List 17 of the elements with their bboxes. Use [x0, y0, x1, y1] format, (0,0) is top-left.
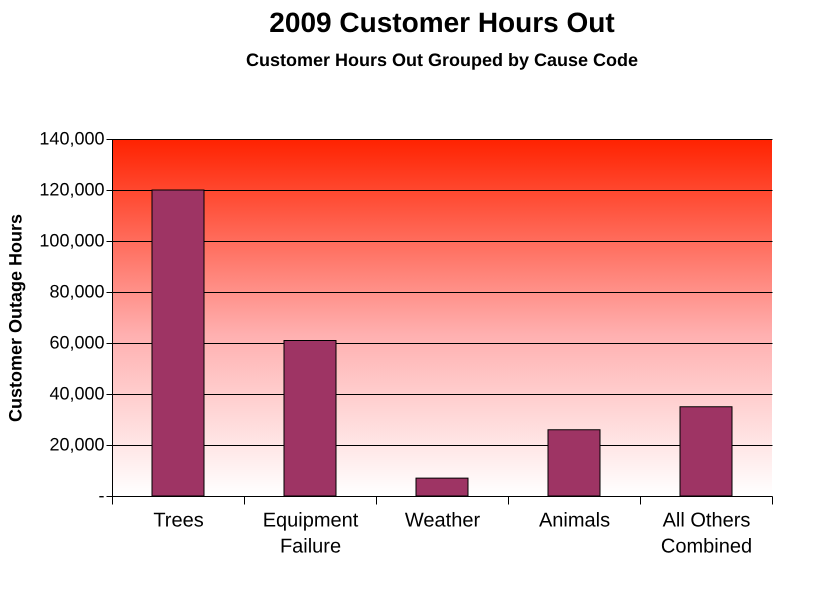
- chart-subtitle: Customer Hours Out Grouped by Cause Code: [246, 50, 638, 70]
- y-tick-label: 100,000: [39, 230, 104, 250]
- y-tick-label: 120,000: [39, 180, 104, 200]
- y-tick-label: -: [98, 486, 104, 506]
- y-tick-label: 20,000: [49, 434, 104, 454]
- x-tick-label: All Others Combined: [660, 510, 752, 558]
- y-tick-label: 80,000: [49, 282, 104, 302]
- x-tick-label: Trees: [153, 510, 204, 532]
- bar: [416, 478, 468, 496]
- y-tick-label: 60,000: [49, 332, 104, 352]
- x-tick-label: Animals: [538, 510, 610, 532]
- x-tick-label: Equipment Failure: [262, 510, 359, 558]
- y-axis-title: Customer Outage Hours: [5, 214, 26, 422]
- chart-title: 2009 Customer Hours Out: [269, 7, 615, 38]
- x-tick-label: Weather: [404, 510, 480, 532]
- y-tick-label: 140,000: [39, 128, 104, 148]
- y-tick-label: 40,000: [49, 384, 104, 404]
